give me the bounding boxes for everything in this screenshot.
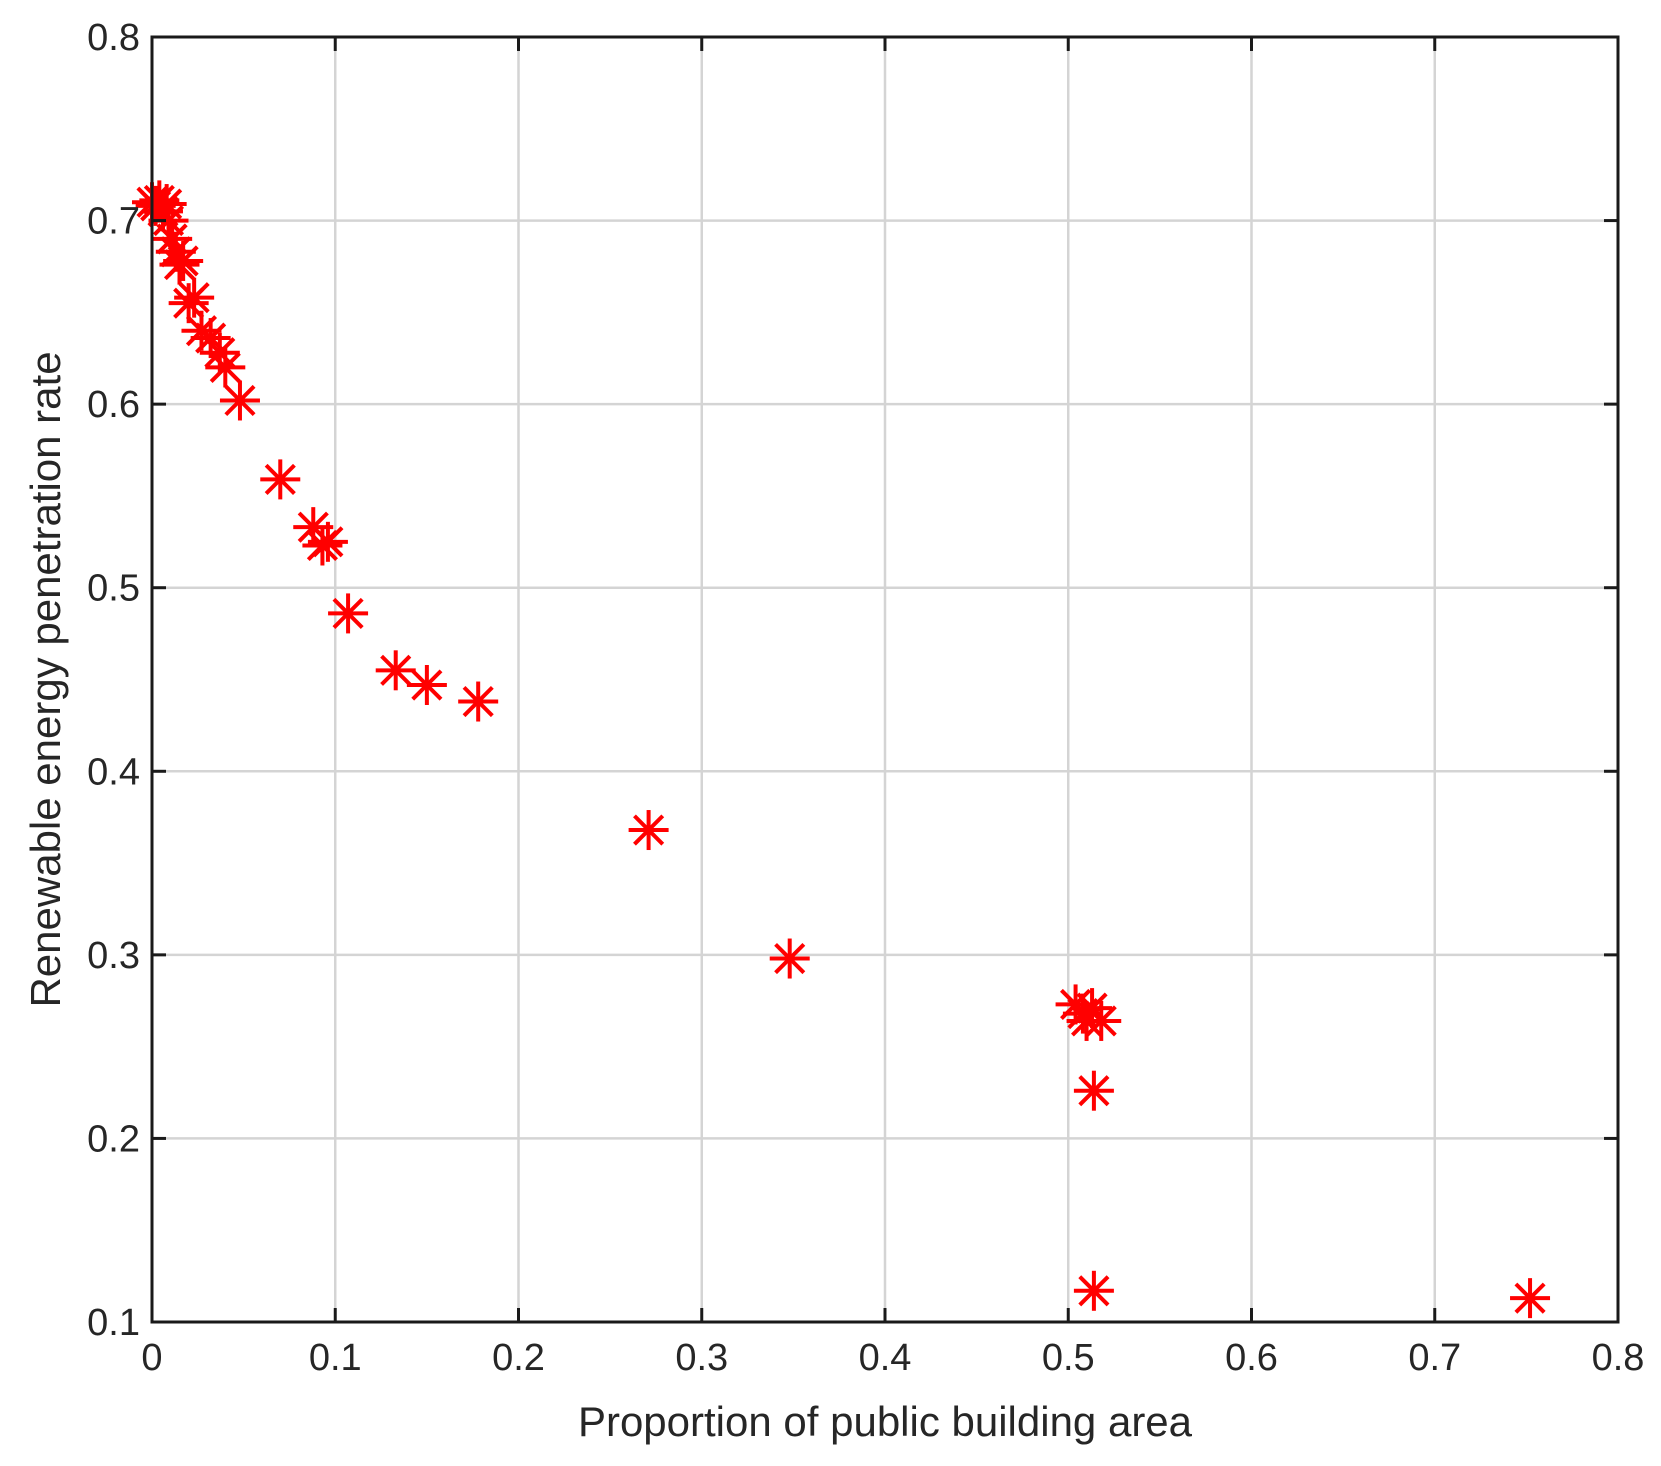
x-tick-labels: 0 0.1 0.2 0.3 0.4 0.5 0.6 0.7 0.8: [141, 1337, 1644, 1379]
x-tick-label: 0.3: [675, 1337, 728, 1379]
x-tick-label: 0.1: [309, 1337, 362, 1379]
y-tick-label: 0.1: [87, 1302, 140, 1344]
data-point: [1081, 1000, 1122, 1041]
x-tick-label: 0.5: [1042, 1337, 1095, 1379]
y-tick-label: 0.3: [87, 935, 140, 977]
y-tick-label: 0.4: [87, 751, 140, 793]
x-tick-label: 0: [141, 1337, 162, 1379]
data-point: [628, 810, 669, 851]
data-point: [375, 650, 416, 691]
x-tick-label: 0.4: [859, 1337, 912, 1379]
data-point: [307, 521, 348, 562]
grid-lines: [152, 37, 1618, 1322]
data-point: [458, 681, 499, 722]
data-point: [219, 380, 260, 421]
data-point: [163, 240, 204, 281]
y-tick-label: 0.2: [87, 1118, 140, 1160]
y-tick-label: 0.6: [87, 384, 140, 426]
x-tick-label: 0.2: [492, 1337, 545, 1379]
data-point: [205, 347, 246, 388]
data-point: [1510, 1278, 1551, 1319]
axis-ticks: [150, 35, 1620, 1324]
data-point: [1073, 1070, 1114, 1111]
y-axis-label: Renewable energy penetration rate: [22, 351, 69, 1007]
data-point: [260, 459, 301, 500]
x-tick-label: 0.8: [1592, 1337, 1645, 1379]
x-axis-label: Proportion of public building area: [578, 1398, 1193, 1445]
data-point: [406, 665, 447, 706]
y-tick-label: 0.8: [87, 17, 140, 59]
data-point: [769, 938, 810, 979]
data-point: [1073, 1270, 1114, 1311]
y-tick-label: 0.7: [87, 201, 140, 243]
data-points: [132, 180, 1551, 1319]
data-point: [174, 277, 215, 318]
x-tick-label: 0.7: [1408, 1337, 1461, 1379]
y-tick-label: 0.5: [87, 568, 140, 610]
y-tick-labels: 0.1 0.2 0.3 0.4 0.5 0.6 0.7 0.8: [87, 17, 140, 1344]
x-tick-label: 0.6: [1225, 1337, 1278, 1379]
data-point: [328, 593, 369, 634]
